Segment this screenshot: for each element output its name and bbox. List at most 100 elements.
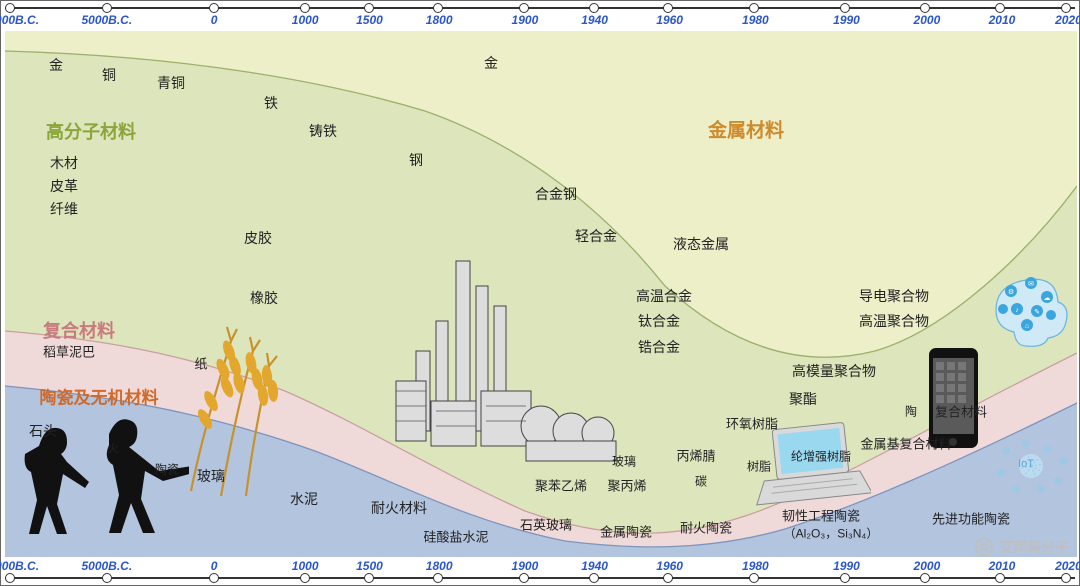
material-label: 金: [484, 53, 498, 73]
axis-tick: [1061, 573, 1071, 583]
material-label: 青铜: [157, 73, 185, 93]
axis-label: 2010: [989, 13, 1016, 27]
material-label: 金属陶瓷: [600, 522, 652, 541]
wheat-icon: [161, 311, 301, 501]
material-label: 陶瓷: [155, 461, 179, 478]
material-label: 轻合金: [575, 226, 617, 246]
axis-label: 1900: [512, 559, 539, 573]
factory-icon: [376, 251, 626, 481]
axis-tick: [589, 3, 599, 13]
material-label: 复合材料: [935, 402, 987, 421]
axis-tick: [102, 3, 112, 13]
material-label: 金属基复合材料: [860, 434, 951, 453]
axis-label: 1960: [656, 13, 683, 27]
axis-label: 1000: [292, 13, 319, 27]
material-label: 玻璃: [197, 466, 225, 486]
axis-tick: [300, 3, 310, 13]
axis-label: 1800: [426, 13, 453, 27]
axis-tick: [364, 3, 374, 13]
axis-label: 2000: [914, 13, 941, 27]
material-label: 水泥: [290, 489, 318, 509]
axis-label: 2020: [1055, 559, 1080, 573]
axis-tick: [589, 573, 599, 583]
axis-tick: [519, 573, 529, 583]
category-title: 陶瓷及无机材料: [40, 384, 159, 409]
axis-tick: [663, 573, 673, 583]
material-label: 环氧树脂: [726, 414, 778, 433]
axis-label: 0: [211, 559, 218, 573]
material-label: 高模量聚合物: [792, 361, 876, 381]
material-label: 韧性工程陶瓷: [782, 506, 860, 525]
axis-tick: [1061, 3, 1071, 13]
axis-tick: [5, 3, 15, 13]
material-label: 铜: [102, 65, 116, 85]
material-label: 稻草泥巴: [43, 342, 95, 361]
material-label: 丙烯腈: [676, 446, 715, 465]
axis-top: [5, 3, 1075, 13]
axis-tick: [433, 573, 443, 583]
axis-tick: [840, 3, 850, 13]
axis-tick: [5, 573, 15, 583]
material-label: 碳: [695, 473, 707, 490]
axis-label: 1900: [512, 13, 539, 27]
material-label: 橡胶: [250, 288, 278, 308]
category-title: 高分子材料: [46, 118, 136, 144]
svg-text:✉: ✉: [1028, 281, 1034, 288]
axis-tick: [995, 3, 1005, 13]
axis-tick: [300, 573, 310, 583]
axis-tick: [749, 3, 759, 13]
axis-label: 2000: [914, 559, 941, 573]
svg-text:♪: ♪: [1015, 307, 1019, 314]
axis-rail: [5, 7, 1075, 9]
material-label: 火: [107, 440, 119, 457]
material-label: 先进功能陶瓷: [932, 509, 1010, 528]
category-title: 金属材料: [708, 116, 784, 143]
material-label: 铁: [264, 93, 278, 113]
axis-tick: [920, 573, 930, 583]
watermark: 艾邦高分子: [975, 537, 1069, 557]
material-label: 液态金属: [673, 234, 729, 254]
material-label: 合金钢: [535, 184, 577, 204]
axis-tick: [209, 3, 219, 13]
material-label: 耐火陶瓷: [680, 518, 732, 537]
axis-label: 10000B.C.: [0, 559, 39, 573]
material-label: 导电聚合物: [859, 286, 929, 306]
material-label: 皮革: [50, 176, 78, 196]
brain-tech-icon: ⚙✉☁ ♪✎⌂: [981, 261, 1071, 351]
axis-label: 2020: [1055, 13, 1080, 27]
material-label: 高温合金: [636, 286, 692, 306]
watermark-logo-icon: [975, 538, 993, 556]
axis-tick: [364, 573, 374, 583]
axis-label: 1960: [656, 559, 683, 573]
axis-tick: [519, 3, 529, 13]
axis-tick: [102, 573, 112, 583]
material-label: 树脂: [747, 458, 771, 475]
category-title: 复合材料: [43, 317, 115, 343]
material-label: 木材: [50, 153, 78, 173]
axis-label: 1000: [292, 559, 319, 573]
material-label: 锆合金: [638, 337, 680, 357]
axis-label: 5000B.C.: [81, 559, 132, 573]
axis-label: 1980: [742, 13, 769, 27]
material-label: （Al₂O₃，Si₃N₄）: [784, 525, 879, 542]
axis-label: 1940: [581, 559, 608, 573]
axis-label: 1500: [356, 559, 383, 573]
material-label: 耐火材料: [371, 498, 427, 518]
axis-label: 1990: [833, 559, 860, 573]
axis-tick: [209, 573, 219, 583]
watermark-text: 艾邦高分子: [999, 537, 1069, 557]
axis-tick: [995, 573, 1005, 583]
material-label: 聚苯乙烯: [535, 476, 587, 495]
axis-rail: [5, 577, 1075, 579]
material-label: 铸铁: [309, 121, 337, 141]
material-label: 钛合金: [638, 311, 680, 331]
axis-tick: [663, 3, 673, 13]
svg-text:✎: ✎: [1034, 309, 1040, 316]
axis-bottom: [5, 573, 1075, 583]
material-label: 纶增强树脂: [791, 448, 851, 465]
material-label: 石英玻璃: [520, 515, 572, 534]
axis-label: 1940: [581, 13, 608, 27]
axis-label: 2010: [989, 559, 1016, 573]
material-label: 石头: [29, 421, 57, 441]
material-label: 纸: [194, 354, 207, 373]
